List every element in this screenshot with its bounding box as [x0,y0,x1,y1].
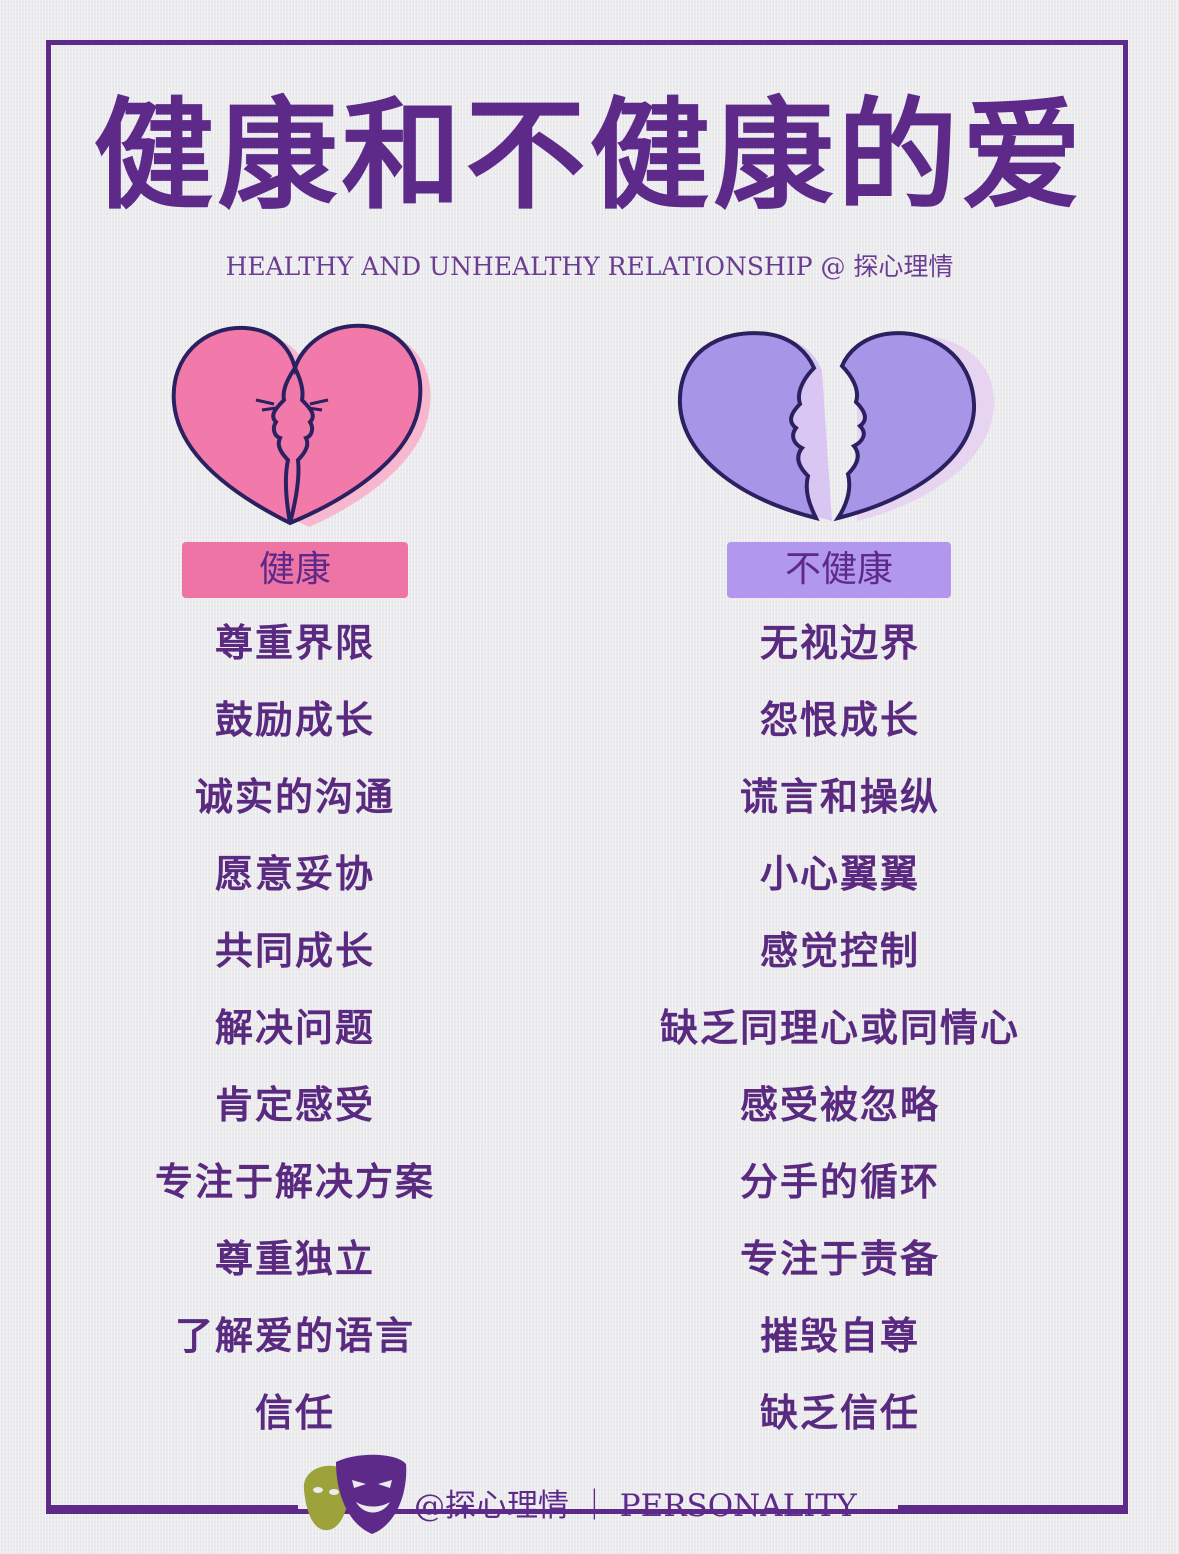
page-frame [46,40,1128,1514]
unhealthy-item: 专注于责备 [739,1236,940,1281]
kissing-faces-heart-icon [171,323,431,527]
unhealthy-item: 怨恨成长 [759,697,920,742]
unhealthy-item: 感觉控制 [759,928,920,973]
unhealthy-item: 缺乏信任 [759,1390,920,1435]
unhealthy-item: 小心翼翼 [759,851,920,896]
healthy-item: 愿意妥协 [214,851,375,896]
healthy-item: 尊重独立 [214,1236,375,1281]
broken-heart-arguing-faces-icon [677,331,995,522]
healthy-item: 肯定感受 [214,1082,375,1127]
unhealthy-item: 缺乏同理心或同情心 [659,1005,1020,1050]
healthy-item: 鼓励成长 [214,697,375,742]
healthy-item: 信任 [254,1390,335,1435]
footer-divider-right [898,1505,1128,1510]
healthy-label: 健康 [182,542,408,598]
unhealthy-item: 分手的循环 [739,1159,940,1204]
footer-credit: @探心理情 ｜ PERSONALITY [414,1488,857,1524]
page-subtitle: HEALTHY AND UNHEALTHY RELATIONSHIP @ 探心理… [225,252,954,281]
unhealthy-item: 感受被忽略 [739,1082,940,1127]
healthy-item: 解决问题 [214,1005,375,1050]
unhealthy-item: 无视边界 [759,620,920,665]
healthy-list: 尊重界限 鼓励成长 诚实的沟通 愿意妥协 共同成长 解决问题 肯定感受 专注于解… [45,604,545,1451]
unhealthy-label: 不健康 [727,542,951,598]
page-title: 健康和不健康的爱 [93,85,1086,226]
theater-masks-icon [303,1454,407,1534]
healthy-item: 了解爱的语言 [174,1313,415,1358]
healthy-item: 诚实的沟通 [194,774,395,819]
footer-divider-left [46,1505,298,1510]
healthy-item: 尊重界限 [214,620,375,665]
unhealthy-item: 摧毁自尊 [759,1313,920,1358]
healthy-item: 共同成长 [214,928,375,973]
unhealthy-item: 谎言和操纵 [739,774,940,819]
healthy-item: 专注于解决方案 [154,1159,435,1204]
unhealthy-list: 无视边界 怨恨成长 谎言和操纵 小心翼翼 感觉控制 缺乏同理心或同情心 感受被忽… [590,604,1090,1451]
